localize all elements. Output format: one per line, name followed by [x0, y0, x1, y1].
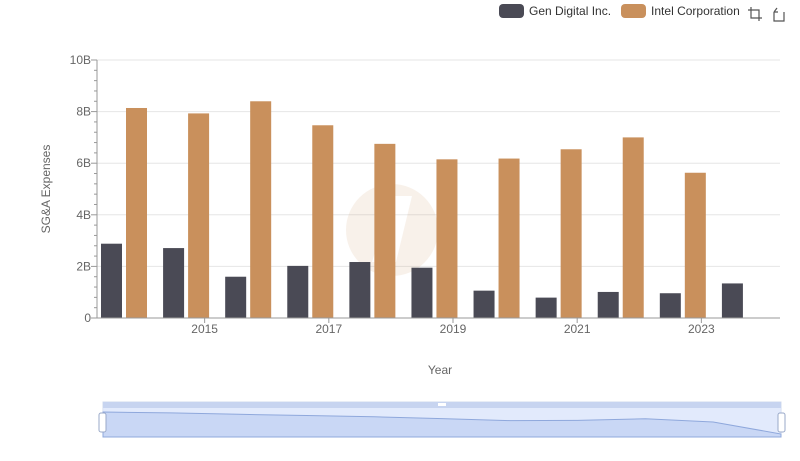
- legend-swatch-gen-digital: [499, 4, 524, 18]
- x-tick-label: 2017: [315, 322, 342, 336]
- bar-gen-digital: [287, 265, 309, 318]
- bar-intel: [560, 149, 582, 318]
- y-tick-label: 6B: [76, 156, 91, 170]
- zoom-drag-grip[interactable]: [438, 403, 446, 406]
- zoom-handle-left[interactable]: [98, 412, 107, 433]
- y-tick-label: 2B: [76, 259, 91, 273]
- x-axis: 2015 2017 2019 2021 2023: [97, 317, 780, 336]
- crop-zoom-icon[interactable]: [747, 6, 763, 22]
- bar-intel: [374, 143, 396, 318]
- bar-series: [101, 101, 743, 318]
- bar-gen-digital: [721, 283, 743, 318]
- bar-gen-digital: [225, 276, 247, 318]
- bar-intel: [498, 158, 520, 318]
- bar-intel: [622, 137, 644, 318]
- legend-item-gen-digital[interactable]: Gen Digital Inc.: [499, 4, 611, 18]
- bar-gen-digital: [659, 293, 681, 318]
- bar-gen-digital: [473, 290, 495, 318]
- y-axis: 0 2B 4B 6B 8B 10B: [70, 53, 98, 325]
- bar-gen-digital: [411, 267, 433, 318]
- data-zoom-slider[interactable]: [98, 401, 786, 438]
- y-axis-title: SG&A Expenses: [39, 145, 53, 234]
- bar-intel: [684, 172, 706, 318]
- y-tick-label: 8B: [76, 105, 91, 119]
- y-tick-label: 0: [84, 311, 91, 325]
- bar-intel: [312, 125, 334, 318]
- restore-icon[interactable]: [771, 6, 787, 22]
- zoom-handle-right[interactable]: [777, 412, 786, 433]
- bar-intel: [436, 159, 458, 318]
- bar-gen-digital: [597, 291, 619, 318]
- x-tick-label: 2023: [688, 322, 715, 336]
- legend-label-intel: Intel Corporation: [651, 4, 740, 18]
- chart-toolbox: [747, 6, 787, 22]
- bar-intel: [126, 107, 147, 318]
- x-tick-label: 2019: [440, 322, 467, 336]
- chart-legend: Gen Digital Inc. Intel Corporation: [499, 4, 740, 18]
- zoom-preview-line: [102, 411, 782, 438]
- legend-label-gen-digital: Gen Digital Inc.: [529, 4, 612, 18]
- x-axis-title: Year: [428, 363, 452, 377]
- bar-gen-digital: [349, 262, 371, 318]
- bar-gen-digital: [101, 243, 122, 318]
- legend-item-intel[interactable]: Intel Corporation: [621, 4, 740, 18]
- x-tick-label: 2015: [191, 322, 218, 336]
- bar-intel: [188, 113, 210, 318]
- bar-intel: [250, 101, 272, 318]
- bar-gen-digital: [163, 248, 185, 318]
- bar-gen-digital: [535, 297, 557, 318]
- y-tick-label: 4B: [76, 208, 91, 222]
- y-tick-label: 10B: [70, 53, 91, 67]
- x-tick-label: 2021: [564, 322, 591, 336]
- legend-swatch-intel: [621, 4, 647, 18]
